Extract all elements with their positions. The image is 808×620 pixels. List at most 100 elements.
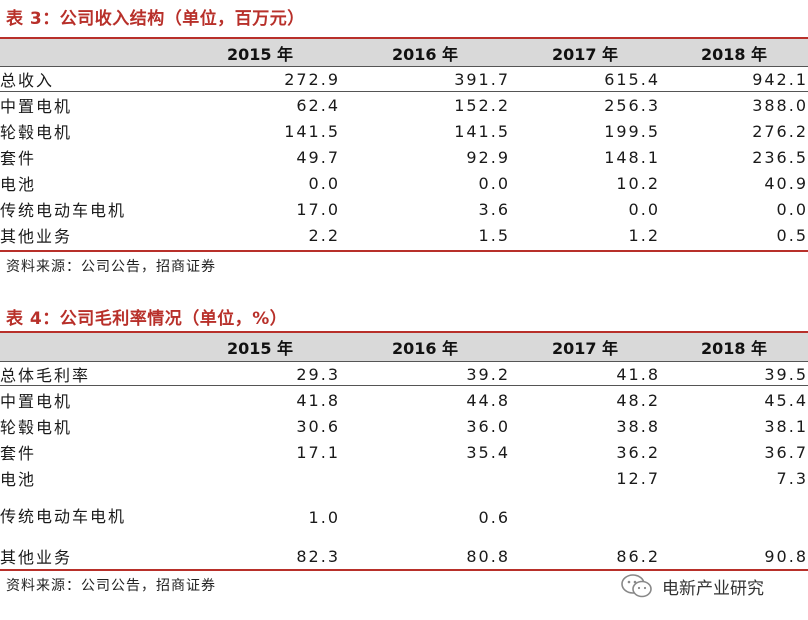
- table-cell: 141.5: [284, 121, 340, 141]
- table-cell: 17.1: [296, 442, 340, 462]
- table-cell: 41.8: [296, 390, 340, 410]
- row-label: 总体毛利率: [0, 366, 91, 385]
- table-cell: 276.2: [752, 121, 808, 141]
- table-cell: 942.1: [752, 69, 808, 89]
- row-label: 总收入: [0, 71, 55, 90]
- table3-total-rule: [0, 91, 808, 92]
- row-label: 中置电机: [0, 392, 73, 411]
- table-cell: 29.3: [296, 364, 340, 384]
- table4-header-band: [0, 333, 808, 361]
- table-cell: 152.2: [454, 95, 510, 115]
- watermark: 电新产业研究: [620, 573, 764, 599]
- table-row: 套件 17.1 35.4 36.2 36.7: [0, 439, 808, 465]
- table-cell: 38.1: [764, 416, 808, 436]
- table4-source: 资料来源：公司公告，招商证券: [6, 578, 216, 594]
- table3-header-2017: 2017 年: [551, 44, 619, 64]
- table-row: 总收入 272.9 391.7 615.4 942.1: [0, 66, 808, 92]
- watermark-text: 电新产业研究: [662, 578, 764, 599]
- table-cell: 36.2: [616, 442, 660, 462]
- table-cell: 30.6: [296, 416, 340, 436]
- table-cell: 3.6: [478, 199, 510, 219]
- table-cell: 2.2: [308, 225, 340, 245]
- table-cell: 199.5: [604, 121, 660, 141]
- table-cell: 0.5: [776, 225, 808, 245]
- table-cell: 80.8: [466, 546, 510, 566]
- table-cell: 7.3: [776, 468, 808, 488]
- table3: 2015 年 2016 年 2017 年 2018 年 总收入 272.9 39…: [0, 39, 808, 248]
- table4-header-rule: [0, 361, 808, 362]
- table3-header-band: [0, 39, 808, 66]
- table-cell: 82.3: [296, 546, 340, 566]
- table-cell: 1.2: [628, 225, 660, 245]
- table3-caption: 表 3：公司收入结构（单位，百万元）: [6, 9, 305, 29]
- table-cell: 0.0: [478, 173, 510, 193]
- table-cell: 1.0: [308, 507, 340, 527]
- table-cell: 39.5: [764, 364, 808, 384]
- table-row: 其他业务 2.2 1.5 1.2 0.5: [0, 222, 808, 248]
- table-cell: 41.8: [616, 364, 660, 384]
- table4-bottom-rule: [0, 569, 808, 571]
- table-cell: 256.3: [604, 95, 660, 115]
- table-row: 中置电机 62.4 152.2 256.3 388.0: [0, 92, 808, 118]
- row-label: 套件: [0, 149, 37, 168]
- table-cell: 35.4: [466, 442, 510, 462]
- table4-top-rule: [0, 331, 808, 333]
- table-cell: [340, 465, 510, 491]
- row-label: 其他业务: [0, 227, 73, 246]
- table-cell: 12.7: [616, 468, 660, 488]
- table-cell: 36.7: [764, 442, 808, 462]
- row-label: 轮毂电机: [0, 418, 73, 437]
- table4-header-row: 2015 年 2016 年 2017 年 2018 年: [0, 333, 808, 361]
- table-cell: 62.4: [296, 95, 340, 115]
- table4-header-2018: 2018 年: [700, 339, 768, 358]
- table3-header-2016: 2016 年: [391, 44, 459, 64]
- table3-source: 资料来源：公司公告，招商证券: [6, 259, 216, 275]
- table-cell: 0.6: [478, 507, 510, 527]
- table3-header-blank: [0, 39, 180, 66]
- table3-header-2018: 2018 年: [700, 44, 768, 64]
- table-cell: 48.2: [616, 390, 660, 410]
- table-cell: 236.5: [752, 147, 808, 167]
- table4-header-2017: 2017 年: [551, 339, 619, 358]
- table-cell: 1.5: [478, 225, 510, 245]
- table-cell: 0.0: [628, 199, 660, 219]
- table-row: 轮毂电机 141.5 141.5 199.5 276.2: [0, 118, 808, 144]
- table4-header-blank: [0, 333, 180, 361]
- table-cell: 90.8: [764, 546, 808, 566]
- table4-total-rule: [0, 385, 808, 386]
- table-row: 传统电动车电机 1.0 0.6: [0, 491, 808, 543]
- table-row: 其他业务 82.3 80.8 86.2 90.8: [0, 543, 808, 569]
- table-row: 电池 12.7 7.3: [0, 465, 808, 491]
- table3-header-rule: [0, 66, 808, 67]
- table-cell: 0.0: [308, 173, 340, 193]
- table-cell: 148.1: [604, 147, 660, 167]
- table-cell: 39.2: [466, 364, 510, 384]
- table-cell: 49.7: [296, 147, 340, 167]
- table-cell: [510, 491, 660, 543]
- table-cell: 17.0: [296, 199, 340, 219]
- table-row: 总体毛利率 29.3 39.2 41.8 39.5: [0, 361, 808, 387]
- table-cell: 38.8: [616, 416, 660, 436]
- wechat-icon: [621, 574, 652, 598]
- table4-header-2015: 2015 年: [226, 339, 294, 358]
- table-cell: 388.0: [752, 95, 808, 115]
- row-label: 电池: [0, 470, 37, 489]
- table-cell: 391.7: [454, 69, 510, 89]
- table4-header-2016: 2016 年: [391, 339, 459, 358]
- table-cell: 86.2: [616, 546, 660, 566]
- row-label: 传统电动车电机: [0, 507, 127, 526]
- table-cell: 36.0: [466, 416, 510, 436]
- table-cell: 10.2: [616, 173, 660, 193]
- row-label: 电池: [0, 175, 37, 194]
- table-cell: [180, 465, 340, 491]
- table3-header-row: 2015 年 2016 年 2017 年 2018 年: [0, 39, 808, 66]
- row-label: 其他业务: [0, 548, 73, 567]
- table4-caption: 表 4：公司毛利率情况（单位，%）: [6, 309, 288, 329]
- row-label: 轮毂电机: [0, 123, 73, 142]
- table4: 2015 年 2016 年 2017 年 2018 年 总体毛利率 29.3 3…: [0, 333, 808, 569]
- table-cell: 141.5: [454, 121, 510, 141]
- table-cell: 40.9: [764, 173, 808, 193]
- table-cell: 0.0: [776, 199, 808, 219]
- table-row: 套件 49.7 92.9 148.1 236.5: [0, 144, 808, 170]
- table-cell: 44.8: [466, 390, 510, 410]
